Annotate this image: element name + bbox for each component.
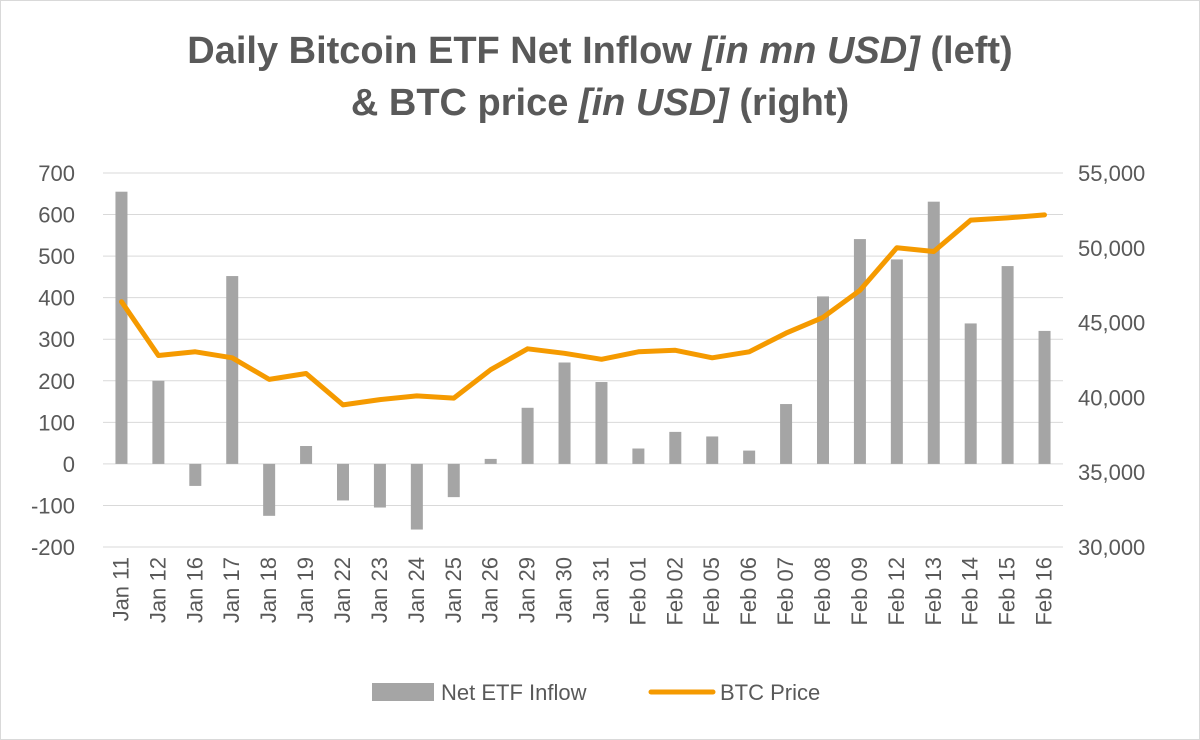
legend-bar-swatch (372, 683, 434, 701)
inflow-bar (484, 458, 497, 464)
left-axis-tick-label: 600 (38, 203, 75, 228)
x-axis-category-label: Jan 24 (404, 557, 429, 623)
right-axis-tick-label: 45,000 (1078, 311, 1145, 336)
legend-bar-label: Net ETF Inflow (441, 680, 587, 705)
x-axis-category-label: Feb 13 (921, 557, 946, 626)
x-axis-category-label: Feb 08 (810, 557, 835, 626)
inflow-bar (595, 382, 608, 464)
price-line (119, 212, 1047, 408)
chart-title-line-2: & BTC price [in USD] (right) (1, 77, 1199, 129)
inflow-bar (300, 446, 313, 464)
inflow-bar (706, 436, 719, 464)
x-axis-category-label: Jan 19 (293, 557, 318, 623)
axes-labels: -200 -100 0 100 200 300 400 500 600 700 30,000 35,0… (31, 161, 1145, 626)
inflow-bar (447, 463, 460, 498)
gridlines (103, 172, 1063, 548)
legend-line-label: BTC Price (720, 680, 820, 705)
inflow-bar (558, 362, 571, 464)
right-axis-tick-label: 55,000 (1078, 161, 1145, 186)
inflow-bar (521, 407, 534, 464)
title-text: Daily Bitcoin ETF Net Inflow (187, 30, 703, 72)
inflow-bar (373, 463, 386, 508)
x-axis-category-label: Feb 06 (736, 557, 761, 626)
right-axis-tick-label: 50,000 (1078, 236, 1145, 261)
legend: Net ETF Inflow BTC Price (372, 680, 820, 705)
x-axis-category-label: Feb 14 (958, 557, 983, 626)
inflow-bar (337, 463, 349, 501)
inflow-bar (152, 380, 165, 464)
inflow-bar (890, 259, 903, 464)
inflow-bar (632, 448, 645, 464)
x-axis-category-label: Jan 30 (552, 557, 577, 623)
x-axis-category-label: Jan 26 (478, 557, 503, 623)
inflow-bar (817, 296, 829, 464)
inflow-bar (743, 450, 756, 464)
x-axis-category-label: Jan 25 (441, 557, 466, 623)
btc-price-series-line (119, 212, 1047, 408)
x-axis-category-label: Jan 29 (515, 557, 540, 623)
left-axis-tick-label: 400 (38, 286, 75, 311)
right-axis-tick-label: 40,000 (1078, 385, 1145, 410)
title-unit: [in mn USD] (702, 30, 920, 72)
right-axis-tick-label: 30,000 (1078, 535, 1145, 560)
x-axis-category-label: Jan 17 (219, 557, 244, 623)
inflow-bar (853, 239, 866, 464)
inflow-bar (1001, 266, 1014, 464)
x-axis-category-label: Jan 31 (588, 557, 613, 623)
title-axis-note: (right) (728, 82, 850, 124)
inflow-bar (780, 404, 793, 464)
inflow-bar (1038, 330, 1051, 464)
inflow-bar (115, 191, 128, 464)
inflow-bars (115, 191, 1051, 530)
left-axis-tick-label: 700 (38, 161, 75, 186)
left-axis-tick-label: -100 (31, 493, 75, 518)
inflow-bar (927, 201, 940, 464)
x-axis-category-label: Feb 05 (699, 557, 724, 626)
title-unit: [in USD] (578, 82, 729, 124)
left-axis-tick-label: 500 (38, 244, 75, 269)
left-axis-tick-label: 100 (38, 410, 75, 435)
left-axis-tick-label: -200 (31, 535, 75, 560)
x-axis-category-label: Feb 01 (625, 557, 650, 626)
x-axis-category-label: Jan 11 (108, 557, 133, 621)
title-axis-note: (left) (919, 30, 1013, 72)
right-axis-tick-label: 35,000 (1078, 460, 1145, 485)
inflow-bar (263, 463, 276, 516)
x-axis-category-label: Jan 22 (330, 557, 355, 623)
title-text: & BTC price (350, 82, 579, 124)
inflow-bar (669, 431, 682, 464)
left-axis-tick-label: 0 (63, 452, 75, 477)
inflow-bar (189, 463, 202, 486)
x-axis-category-label: Jan 16 (182, 557, 207, 623)
inflow-bar (410, 463, 423, 530)
x-axis-category-label: Feb 09 (847, 557, 872, 626)
left-axis-tick-label: 300 (38, 327, 75, 352)
x-axis-category-label: Feb 02 (662, 557, 687, 626)
x-axis-category-label: Feb 07 (773, 557, 798, 626)
x-axis-category-label: Jan 23 (367, 557, 392, 623)
x-axis-category-label: Feb 12 (884, 557, 909, 626)
x-axis-category-label: Jan 18 (256, 557, 281, 623)
x-axis-category-label: Jan 12 (145, 557, 170, 623)
x-axis-category-label: Feb 16 (1032, 557, 1057, 626)
x-axis-category-label: Feb 15 (995, 557, 1020, 626)
inflow-bar (226, 276, 239, 464)
chart-title-line-1: Daily Bitcoin ETF Net Inflow [in mn USD]… (1, 25, 1199, 77)
inflow-bar (964, 323, 977, 464)
left-axis-tick-label: 200 (38, 369, 75, 394)
chart-title: Daily Bitcoin ETF Net Inflow [in mn USD]… (1, 25, 1199, 129)
